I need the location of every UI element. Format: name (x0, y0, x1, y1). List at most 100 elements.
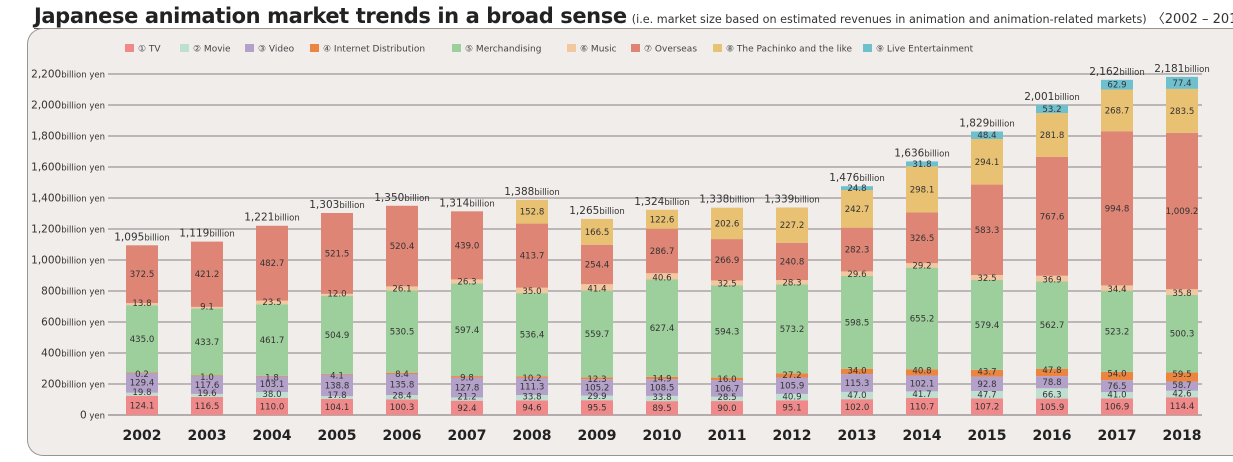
total-label: 1,350billion (374, 192, 430, 204)
x-tick-label: 2006 (383, 428, 422, 444)
segment-value-label: 41.7 (912, 390, 931, 400)
segment-value-label: 504.9 (325, 331, 350, 341)
segment-value-label: 102.1 (910, 379, 935, 389)
segment-value-label: 435.0 (130, 335, 155, 345)
y-tick-label: 1,600billion yen (31, 162, 105, 174)
segment-value-label: 47.0 (847, 391, 866, 401)
total-unit: billion (664, 198, 689, 208)
bar-segment (776, 400, 808, 415)
y-tick-number: 1,800 (31, 131, 61, 143)
total-label: 1,221billion (244, 212, 300, 224)
x-tick-label: 2004 (253, 428, 292, 444)
segment-value-label: 413.7 (520, 252, 545, 262)
total-unit: billion (144, 233, 169, 243)
segment-value-label: 115.3 (845, 379, 870, 389)
bar-segment (581, 379, 613, 396)
segment-value-label: 103.1 (260, 380, 285, 390)
total-number: 1,476 (829, 172, 859, 184)
total-unit: billion (534, 188, 559, 198)
x-axis-tick-labels: 2002 2003 2004 2005 2006 2007 2008 2009 2010 2011… (123, 428, 1202, 444)
segment-value-label: 28.3 (782, 278, 801, 288)
bar-segment (1166, 88, 1198, 133)
bar-segment (1036, 156, 1068, 276)
segment-value-label: 655.2 (910, 314, 935, 324)
segment-value-label: 32.5 (717, 279, 736, 289)
segment-value-label: 520.4 (390, 242, 415, 252)
segment-value-label: 583.3 (975, 226, 1000, 236)
legend-label: ③ Video (258, 45, 295, 55)
segment-value-label: 78.8 (1042, 378, 1061, 388)
segment-value-label: 32.5 (977, 274, 996, 284)
bar-segment (776, 280, 808, 285)
bar-segment (776, 284, 808, 374)
bar-segment (646, 228, 678, 274)
segment-value-label: 92.8 (977, 380, 996, 390)
total-label: 1,119billion (179, 228, 235, 240)
bar-segment (906, 212, 938, 264)
segment-value-label: 77.4 (1172, 79, 1191, 89)
x-tick-label: 2014 (903, 428, 942, 444)
segment-value-label: 110.0 (260, 402, 285, 412)
total-number: 1,388 (504, 186, 534, 198)
total-number: 1,636 (894, 147, 924, 159)
bar-segment (451, 400, 483, 415)
segment-value-label: 24.8 (847, 184, 866, 194)
y-tick-number: 600 (41, 317, 61, 329)
total-label: 1,388billion (504, 186, 560, 198)
segment-value-label: 17.8 (327, 391, 346, 401)
bar-segment (646, 209, 678, 229)
legend-swatch-overseas (631, 44, 640, 52)
segment-value-label: 94.6 (522, 404, 541, 414)
bar-segment (711, 239, 743, 281)
segment-value-label: 994.8 (1105, 204, 1130, 214)
segment-value-label: 29.9 (587, 392, 606, 402)
bar-segment (1101, 398, 1133, 415)
legend-label: ⑤ Merchandising (465, 45, 541, 55)
y-tick-label: 800billion yen (41, 286, 105, 298)
segment-value-label: 1.8 (265, 373, 279, 383)
total-label: 2,181billion (1154, 63, 1210, 75)
total-label: 1,265billion (569, 205, 625, 217)
legend-label: ⑥ Music (580, 45, 617, 55)
total-unit: billion (209, 230, 234, 240)
legend-swatch-video (245, 44, 254, 52)
bar-segment (256, 304, 288, 376)
bar-segment (711, 380, 743, 397)
segment-value-label: 36.9 (1042, 275, 1061, 285)
x-tick-label: 2016 (1033, 428, 1072, 444)
segment-value-label: 59.5 (1172, 370, 1191, 380)
bar-segment (1036, 398, 1068, 415)
chart-year-range: 〈2002 – 2018〉 (1151, 12, 1233, 27)
segment-value-label: 282.3 (845, 246, 870, 256)
segment-value-label: 40.6 (652, 274, 671, 284)
bar-segment (581, 400, 613, 415)
bar-segment (711, 285, 743, 378)
y-tick-number: 1,600 (31, 162, 61, 174)
bar-segment (126, 392, 158, 396)
bar-segment (841, 271, 873, 276)
segment-value-label: 166.5 (585, 228, 610, 238)
bar-segment (1166, 381, 1198, 391)
segment-value-label: 598.5 (845, 318, 870, 328)
y-tick-unit: billion yen (61, 381, 105, 391)
total-label: 1,338billion (699, 194, 755, 206)
legend-swatch-live-entertainment (863, 44, 872, 52)
chart-subtitle: (i.e. market size based on estimated rev… (631, 13, 1147, 26)
bar-segment (386, 286, 418, 291)
bar-segment (126, 372, 158, 393)
total-unit: billion (469, 199, 494, 209)
segment-value-label: 326.5 (910, 234, 935, 244)
bar-segment (1101, 371, 1133, 381)
total-unit: billion (989, 120, 1014, 130)
bar-segment (906, 166, 938, 213)
bar-segment (516, 223, 548, 288)
segment-value-label: 106.7 (715, 384, 740, 394)
segment-value-label: 12.3 (587, 375, 606, 385)
segment-value-label: 124.1 (130, 401, 155, 411)
segment-value-label: 29.6 (847, 270, 866, 280)
total-number: 2,181 (1154, 63, 1184, 75)
segment-value-label: 41.0 (1107, 390, 1126, 400)
total-number: 1,338 (699, 194, 729, 206)
segment-value-label: 28.5 (717, 393, 736, 403)
bar-segment (646, 376, 678, 380)
